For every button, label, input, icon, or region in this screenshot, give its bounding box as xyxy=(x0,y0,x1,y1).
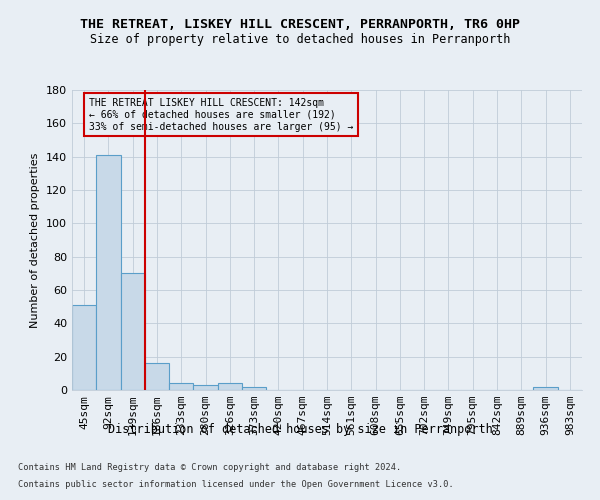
Y-axis label: Number of detached properties: Number of detached properties xyxy=(31,152,40,328)
Text: Distribution of detached houses by size in Perranporth: Distribution of detached houses by size … xyxy=(107,422,493,436)
Text: Size of property relative to detached houses in Perranporth: Size of property relative to detached ho… xyxy=(90,32,510,46)
Bar xyxy=(533,386,558,390)
Text: Contains public sector information licensed under the Open Government Licence v3: Contains public sector information licen… xyxy=(18,480,454,489)
Bar xyxy=(145,364,169,390)
Text: Contains HM Land Registry data © Crown copyright and database right 2024.: Contains HM Land Registry data © Crown c… xyxy=(18,464,401,472)
Bar xyxy=(242,386,266,390)
Text: THE RETREAT LISKEY HILL CRESCENT: 142sqm
← 66% of detached houses are smaller (1: THE RETREAT LISKEY HILL CRESCENT: 142sqm… xyxy=(89,98,353,132)
Bar xyxy=(121,274,145,390)
Bar xyxy=(169,384,193,390)
Bar xyxy=(193,385,218,390)
Bar xyxy=(72,305,96,390)
Bar xyxy=(218,384,242,390)
Text: THE RETREAT, LISKEY HILL CRESCENT, PERRANPORTH, TR6 0HP: THE RETREAT, LISKEY HILL CRESCENT, PERRA… xyxy=(80,18,520,30)
Bar xyxy=(96,155,121,390)
